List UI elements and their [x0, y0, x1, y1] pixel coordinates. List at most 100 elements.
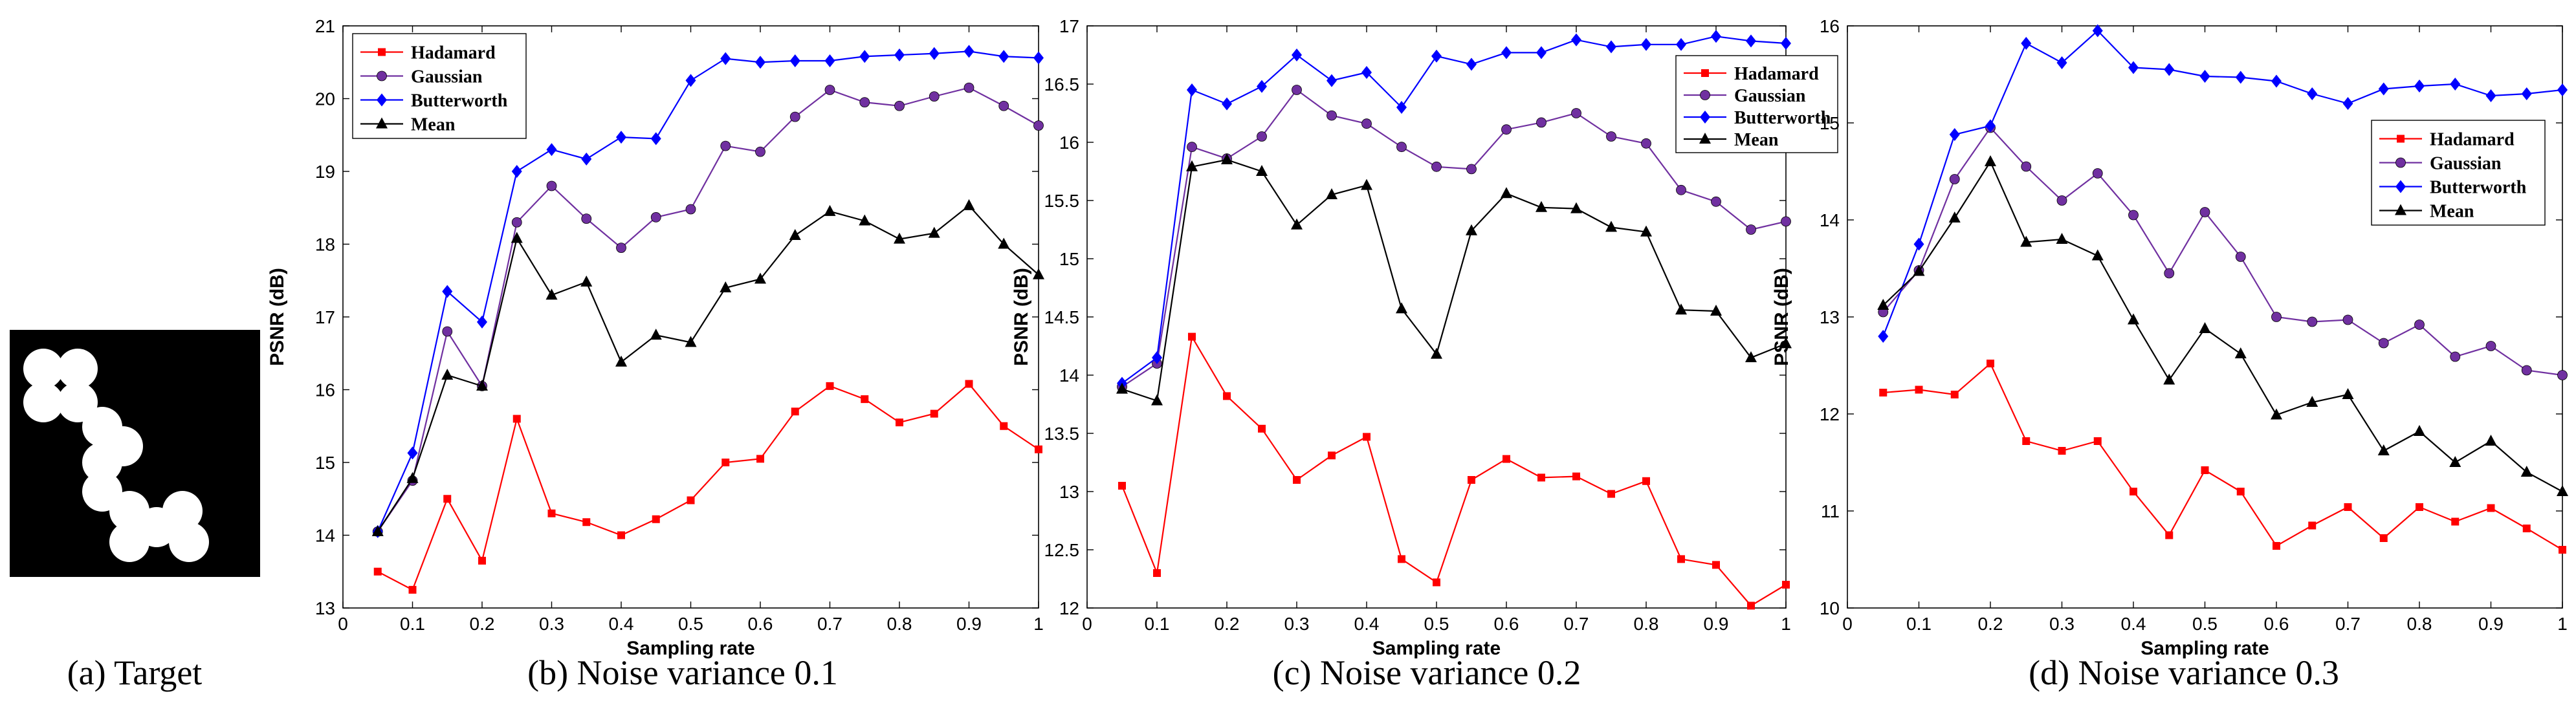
data-point-gaussian — [442, 326, 453, 337]
data-point-hadamard — [1503, 455, 1510, 463]
target-disk — [162, 491, 203, 531]
data-point-mean — [789, 229, 801, 240]
data-point-gaussian — [1949, 174, 1960, 184]
legend-marker-gaussian — [1700, 90, 1710, 100]
x-tick-label: 0 — [338, 614, 348, 634]
x-tick-label: 0 — [1082, 614, 1092, 634]
data-point-butterworth — [859, 50, 870, 63]
data-point-hadamard — [756, 455, 764, 463]
data-point-gaussian — [1781, 216, 1791, 227]
data-point-gaussian — [2378, 338, 2389, 349]
data-point-gaussian — [2450, 351, 2461, 362]
data-point-mean — [1256, 165, 1268, 176]
y-tick-label: 16 — [1820, 16, 1840, 36]
data-point-mean — [1985, 155, 1996, 166]
data-point-mean — [2414, 425, 2425, 436]
y-tick-label: 17 — [315, 307, 335, 327]
data-point-hadamard — [721, 459, 730, 466]
y-axis-label: PSNR (dB) — [1011, 268, 1032, 366]
data-point-butterworth — [685, 74, 696, 87]
x-tick-label: 0.6 — [2264, 614, 2289, 634]
x-tick-label: 0.8 — [887, 614, 912, 634]
data-point-mean — [2020, 235, 2032, 247]
data-point-hadamard — [1293, 476, 1301, 484]
data-point-butterworth — [1571, 33, 1581, 47]
series-mean — [1877, 155, 2568, 496]
data-point-mean — [371, 525, 384, 536]
legend-marker-mean — [1699, 133, 1711, 144]
data-point-hadamard — [1677, 555, 1685, 563]
series-line-hadamard — [377, 382, 1039, 591]
series-butterworth — [1117, 30, 1791, 390]
data-point-butterworth — [963, 45, 974, 58]
data-point-mean — [894, 232, 905, 244]
y-tick-label: 15 — [1059, 249, 1079, 269]
data-point-mean — [441, 369, 454, 380]
legend-marker-butterworth — [1700, 111, 1710, 124]
data-point-mean — [2199, 322, 2211, 333]
data-point-butterworth — [1466, 58, 1477, 71]
data-point-mean — [1780, 337, 1792, 349]
data-point-mean — [1640, 225, 1652, 237]
legend-label-butterworth: Butterworth — [1734, 108, 1831, 128]
y-tick-label: 12 — [1820, 404, 1840, 424]
data-point-butterworth — [1222, 97, 1232, 111]
legend-label-gaussian: Gaussian — [2430, 154, 2502, 174]
data-point-butterworth — [824, 54, 835, 67]
data-point-mean — [1186, 160, 1198, 171]
data-point-mean — [928, 226, 940, 238]
data-point-gaussian — [1033, 120, 1044, 131]
data-point-mean — [650, 329, 662, 340]
data-point-mean — [1745, 351, 1757, 362]
x-tick-label: 1 — [2557, 614, 2568, 634]
legend-label-butterworth: Butterworth — [2430, 178, 2527, 198]
data-point-butterworth — [1327, 74, 1337, 87]
data-point-mean — [2128, 313, 2139, 325]
data-point-butterworth — [1396, 101, 1407, 114]
data-point-mean — [615, 355, 627, 367]
x-tick-label: 0.9 — [1704, 614, 1729, 634]
data-point-butterworth — [1676, 38, 1686, 51]
data-point-mean — [754, 272, 766, 284]
y-tick-label: 14 — [1059, 365, 1079, 385]
data-point-gaussian — [1606, 131, 1616, 142]
x-tick-label: 0.3 — [2049, 614, 2075, 634]
data-point-butterworth — [2128, 61, 2139, 74]
series-hadamard — [1118, 332, 1790, 610]
data-point-hadamard — [1328, 451, 1336, 460]
data-point-gaussian — [1396, 142, 1407, 153]
x-tick-label: 0.7 — [817, 614, 842, 634]
y-tick-label: 16 — [315, 380, 335, 400]
data-point-hadamard — [1879, 389, 1888, 396]
data-point-hadamard — [1915, 385, 1923, 394]
data-point-hadamard — [2451, 517, 2460, 526]
x-tick-label: 0.1 — [400, 614, 425, 634]
legend-label-mean: Mean — [2430, 202, 2474, 222]
legend-marker-gaussian — [377, 70, 387, 81]
data-point-gaussian — [720, 140, 731, 151]
x-tick-label: 0.5 — [678, 614, 703, 634]
data-point-butterworth — [1257, 80, 1267, 93]
data-point-butterworth — [1152, 351, 1162, 364]
data-point-butterworth — [1536, 46, 1547, 60]
y-tick-label: 12.5 — [1044, 540, 1080, 560]
data-point-hadamard — [443, 495, 452, 503]
data-point-gaussian — [755, 146, 765, 157]
data-point-butterworth — [2092, 24, 2103, 38]
data-point-butterworth — [2378, 82, 2389, 96]
data-point-hadamard — [373, 567, 382, 576]
data-point-gaussian — [1746, 224, 1756, 235]
data-point-gaussian — [1257, 131, 1267, 142]
data-point-butterworth — [1033, 51, 1044, 65]
y-tick-label: 10 — [1820, 598, 1840, 618]
x-tick-label: 0.8 — [1634, 614, 1659, 634]
target-disk — [23, 382, 63, 422]
x-tick-label: 1 — [1033, 614, 1044, 634]
data-point-hadamard — [2201, 466, 2209, 474]
y-tick-label: 15.5 — [1044, 191, 1080, 211]
legend-label-gaussian: Gaussian — [1734, 86, 1806, 106]
data-point-gaussian — [2307, 316, 2318, 327]
y-tick-label: 14 — [315, 526, 335, 546]
legend-label-mean: Mean — [1734, 130, 1779, 150]
chart-noise-0.2: 0 0.1 0.2 0.3 0.4 0.5 0.6 0.7 0.8 0.9 1 12 12.5 13 13.… — [1011, 16, 1838, 659]
